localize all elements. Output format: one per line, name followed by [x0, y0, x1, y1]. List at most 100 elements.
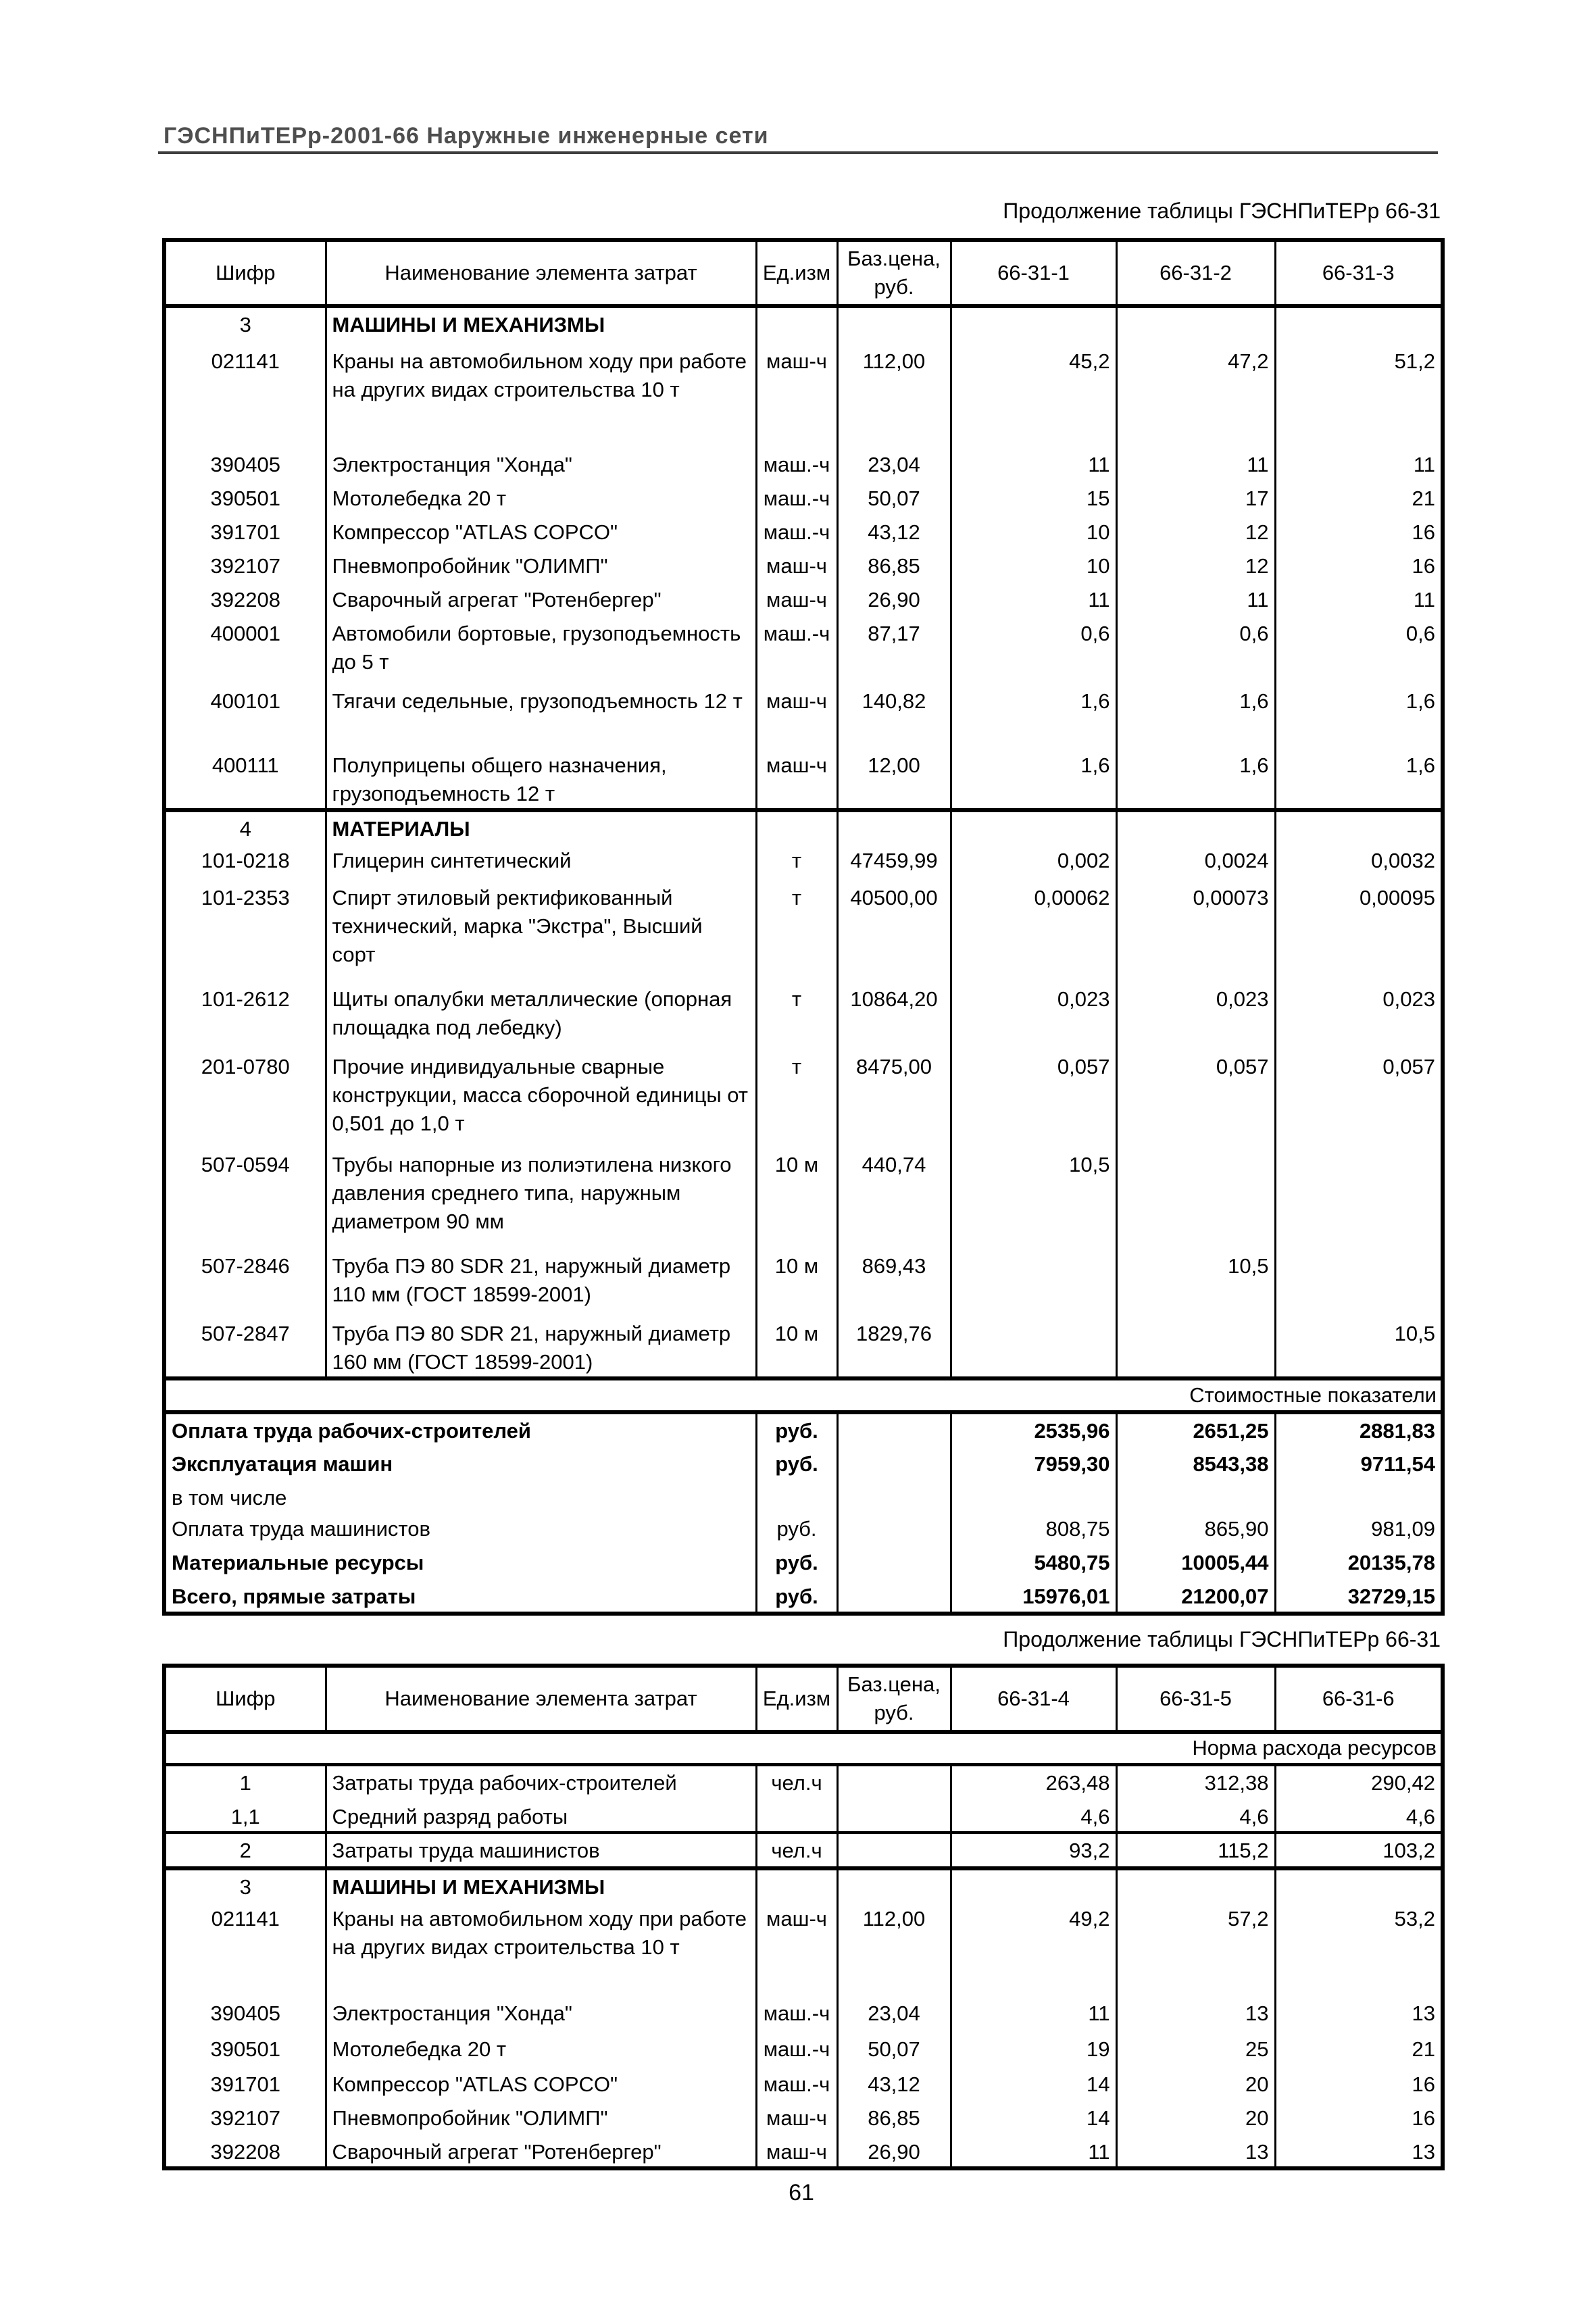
cell-name: МАШИНЫ И МЕХАНИЗМЫ — [324, 1866, 757, 1902]
cell-code: 392107 — [163, 549, 327, 583]
cell-value-2: 2651,25 — [1115, 1412, 1276, 1447]
cell-value-2 — [1115, 306, 1276, 345]
cell-value-3: 2881,83 — [1274, 1412, 1444, 1447]
cell-unit: т — [755, 881, 839, 982]
cost-band-row: Стоимостные показатели — [163, 1376, 1444, 1414]
cell-unit: руб. — [755, 1580, 839, 1614]
cell-value-2: 1,6 — [1115, 684, 1276, 749]
cell-value-3: 0,6 — [1274, 617, 1444, 684]
cell-unit: руб. — [755, 1412, 839, 1447]
cell-value-3: 1,6 — [1274, 749, 1444, 810]
norm-band-row: Норма расхода ресурсов — [163, 1732, 1444, 1766]
table-row: 1,1 Средний разряд работы 4,6 4,6 4,6 — [163, 1800, 1444, 1833]
table-row: 392208 Сварочный агрегат "Ротенбергер" маш… — [163, 2135, 1444, 2168]
table-row: 400101 Тягачи седельные, грузоподъемность… — [163, 684, 1444, 749]
col-header-unit: Ед.изм — [755, 240, 839, 308]
table-row: 400111 Полуприцепы общего назначения, гру… — [163, 749, 1444, 810]
cell-price: 87,17 — [836, 617, 952, 684]
cell-name: Сварочный агрегат "Ротенбергер" — [324, 583, 757, 617]
cell-value-2: 865,90 — [1115, 1512, 1276, 1546]
cell-value-3: 11 — [1274, 583, 1444, 617]
cell-price: 26,90 — [836, 2135, 952, 2168]
cell-price: 86,85 — [836, 549, 952, 583]
cell-name: Краны на автомобильном ходу при работе н… — [324, 1902, 757, 1997]
cell-value-2: 21200,07 — [1115, 1580, 1276, 1614]
cell-value-2: 0,6 — [1115, 617, 1276, 684]
cell-value-3 — [1274, 1148, 1444, 1249]
cell-value-2 — [1115, 808, 1276, 844]
cell-unit: т — [755, 982, 839, 1050]
cell-name: Щиты опалубки металлические (опорная пло… — [324, 982, 757, 1050]
cell-price: 86,85 — [836, 2101, 952, 2135]
cell-code: 400111 — [163, 749, 327, 810]
cell-value-2: 0,00073 — [1115, 881, 1276, 982]
cell-value-2 — [1115, 1481, 1276, 1512]
cell-name: Компрессор "ATLAS COPCO" — [324, 516, 757, 549]
table-row: 201-0780 Прочие индивидуальные сварные ко… — [163, 1050, 1444, 1148]
col-header-name: Наименование элемента затрат — [324, 240, 757, 308]
summary-label: Эксплуатация машин — [163, 1447, 757, 1481]
cell-value-1 — [949, 306, 1118, 345]
summary-label: Материальные ресурсы — [163, 1546, 757, 1580]
cell-price: 140,82 — [836, 684, 952, 749]
cell-unit: 10 м — [755, 1249, 839, 1317]
cell-price: 10864,20 — [836, 982, 952, 1050]
cell-value-1: 0,002 — [949, 844, 1118, 881]
cell-value-3: 0,0032 — [1274, 844, 1444, 881]
table-row: 507-0594 Трубы напорные из полиэтилена ни… — [163, 1148, 1444, 1249]
cell-unit: 10 м — [755, 1317, 839, 1378]
cell-price — [836, 1800, 952, 1833]
cell-unit: руб. — [755, 1447, 839, 1481]
table-row: 390501 Мотолебедка 20 т маш.-ч 50,07 15 17 21 — [163, 482, 1444, 516]
cell-name: Пневмопробойник "ОЛИМП" — [324, 2101, 757, 2135]
cell-value-3 — [1274, 1249, 1444, 1317]
col-header-66-31-1: 66-31-1 — [949, 240, 1118, 308]
summary-row: Эксплуатация машин руб. 7959,30 8543,38 9711… — [163, 1447, 1444, 1481]
cell-value-2: 10,5 — [1115, 1249, 1276, 1317]
col-header-name: Наименование элемента затрат — [324, 1666, 757, 1734]
table-row: 390405 Электростанция "Хонда" маш.-ч 23,04 1… — [163, 448, 1444, 482]
cell-code: 101-0218 — [163, 844, 327, 881]
cell-value-3: 0,00095 — [1274, 881, 1444, 982]
cell-value-2: 13 — [1115, 1997, 1276, 2033]
cell-code: 507-2846 — [163, 1249, 327, 1317]
price-header-line2: руб. — [874, 275, 914, 299]
cell-code: 400101 — [163, 684, 327, 749]
cell-price: 40500,00 — [836, 881, 952, 982]
cell-price — [836, 1447, 952, 1481]
table-row: 400001 Автомобили бортовые, грузоподъемно… — [163, 617, 1444, 684]
summary-label: Оплата труда рабочих-строителей — [163, 1412, 757, 1447]
cell-code: 3 — [163, 306, 327, 345]
cell-code: 021141 — [163, 345, 327, 448]
summary-row: Оплата труда машинистов руб. 808,75 865,90 9… — [163, 1512, 1444, 1546]
col-header-price: Баз.цена, руб. — [836, 240, 952, 308]
section-row: 3 МАШИНЫ И МЕХАНИЗМЫ — [163, 1866, 1444, 1902]
cell-name: Мотолебедка 20 т — [324, 482, 757, 516]
cell-value-2: 312,38 — [1115, 1764, 1276, 1800]
cell-value-1 — [949, 1866, 1118, 1902]
table-row: 392107 Пневмопробойник "ОЛИМП" маш-ч 86,85 1… — [163, 549, 1444, 583]
cell-price: 47459,99 — [836, 844, 952, 881]
cell-unit: маш.-ч — [755, 516, 839, 549]
cell-price — [836, 1764, 952, 1800]
cell-code: 391701 — [163, 2068, 327, 2101]
cell-price: 12,00 — [836, 749, 952, 810]
cell-code: 390405 — [163, 448, 327, 482]
cell-unit: маш-ч — [755, 684, 839, 749]
cell-name: Пневмопробойник "ОЛИМП" — [324, 549, 757, 583]
cell-name: МАТЕРИАЛЫ — [324, 808, 757, 844]
cell-value-1: 14 — [949, 2068, 1118, 2101]
cell-value-1: 1,6 — [949, 684, 1118, 749]
cell-value-1: 11 — [949, 1997, 1118, 2033]
cell-code: 021141 — [163, 1902, 327, 1997]
table2-caption: Продолжение таблицы ГЭСНПиТЕРр 66-31 — [1003, 1627, 1441, 1651]
cell-value-1: 263,48 — [949, 1764, 1118, 1800]
cell-value-2: 20 — [1115, 2101, 1276, 2135]
table-row: 101-2612 Щиты опалубки металлические (опо… — [163, 982, 1444, 1050]
cell-unit: маш-ч — [755, 583, 839, 617]
cell-price: 50,07 — [836, 482, 952, 516]
table-row: 391701 Компрессор "ATLAS COPCO" маш.-ч 43,1… — [163, 516, 1444, 549]
cell-value-3: 16 — [1274, 2068, 1444, 2101]
col-header-66-31-5: 66-31-5 — [1115, 1666, 1276, 1734]
